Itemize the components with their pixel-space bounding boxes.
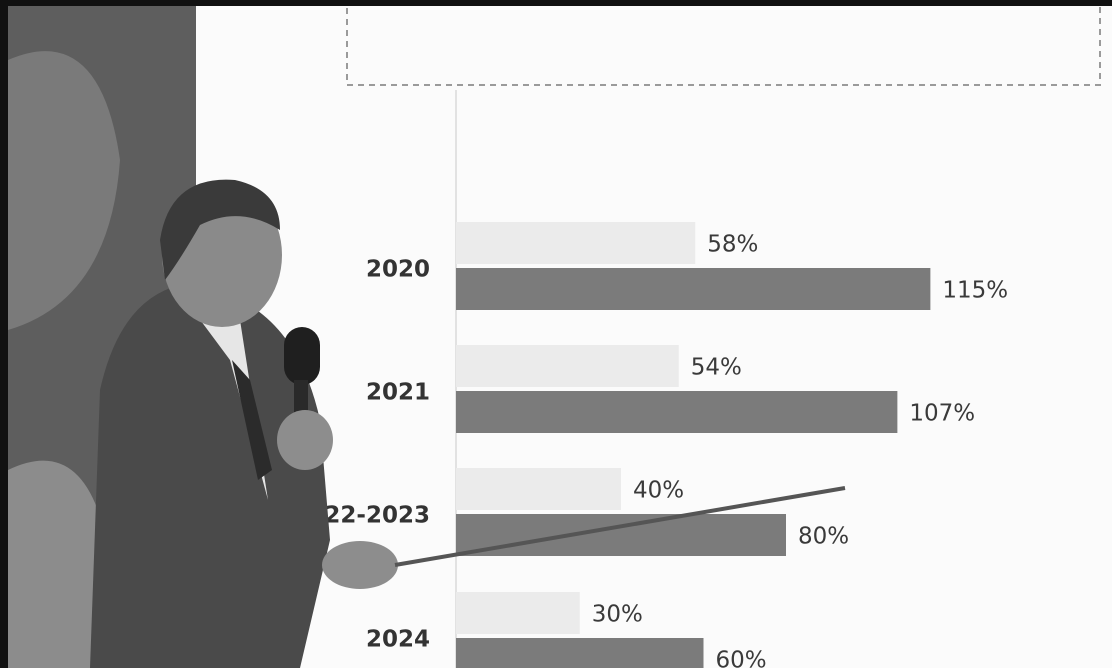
y-tick-label: 2020 [366,257,430,283]
value-label: 60% [716,648,767,668]
value-label: 40% [633,478,684,504]
value-label: 30% [592,602,643,628]
bar [456,638,704,668]
value-label: 54% [691,355,742,381]
frame [0,0,8,668]
hand [322,541,398,589]
bar [456,592,580,634]
y-tick-label: 2021 [366,380,430,406]
value-label: 107% [909,401,975,427]
bar [456,514,786,556]
bar [456,468,621,510]
bar [456,268,930,310]
bar [456,391,897,433]
y-tick-label: 2024 [366,627,430,653]
frame [0,0,1112,6]
bar [456,222,695,264]
hand [277,410,333,470]
microphone [284,327,320,385]
value-label: 80% [798,524,849,550]
photo: 2019128%202058%115%202154%107%2022-20234… [0,0,1112,668]
value-label: 58% [707,232,758,258]
bar [456,345,679,387]
value-label: 115% [942,278,1008,304]
